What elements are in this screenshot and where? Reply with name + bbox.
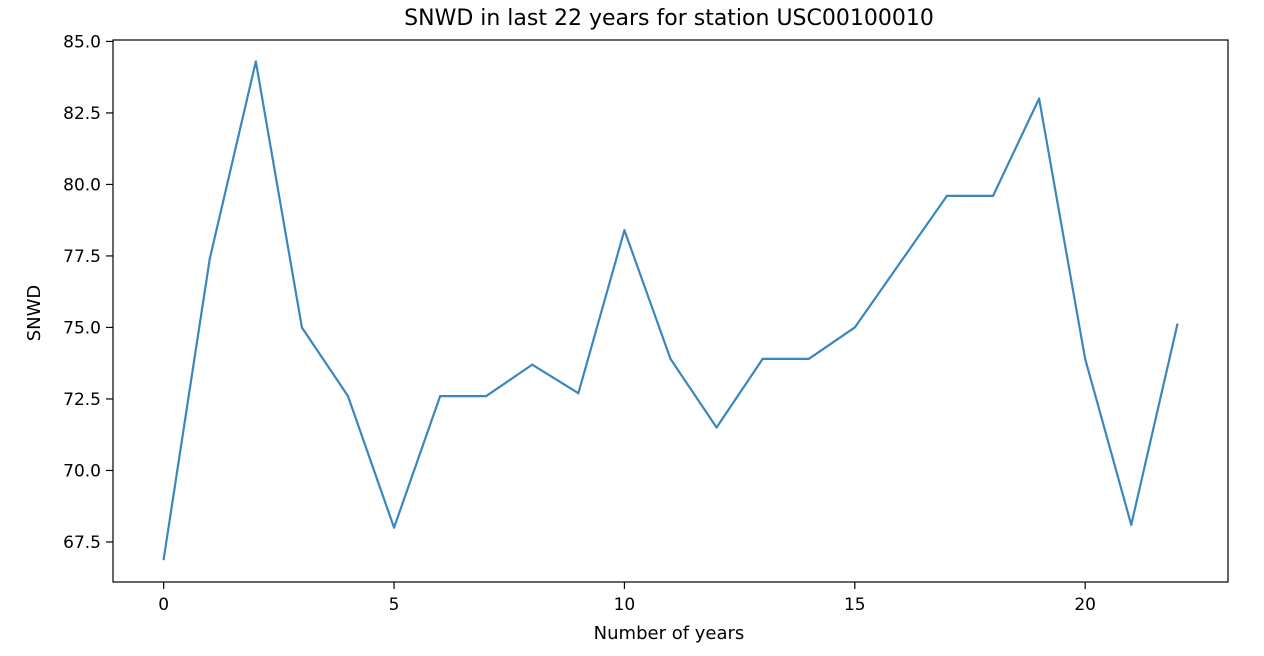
data-point — [485, 394, 488, 398]
data-point — [439, 394, 442, 398]
data-point — [300, 326, 304, 329]
x-tick-label: 15 — [844, 595, 866, 615]
data-point — [715, 426, 718, 429]
x-tick-label: 0 — [158, 595, 169, 615]
data-point — [1130, 523, 1133, 526]
data-point — [945, 194, 949, 197]
data-point — [853, 326, 856, 329]
x-axis-label: Number of years — [594, 623, 745, 644]
y-tick-label: 72.5 — [63, 390, 101, 410]
y-tick-label: 75.0 — [63, 318, 101, 338]
y-axis: 67.5 70.0 72.5 75.0 77.5 80.0 82.5 85.0 — [63, 32, 113, 553]
data-point — [1176, 323, 1179, 326]
series-points — [162, 60, 1179, 561]
y-tick-label: 80.0 — [63, 175, 101, 195]
data-point — [254, 60, 257, 63]
data-point — [346, 394, 350, 398]
data-point — [761, 357, 764, 361]
y-tick-label: 85.0 — [63, 32, 101, 52]
data-point — [208, 257, 211, 260]
data-point — [531, 363, 534, 366]
data-point — [392, 526, 396, 529]
y-tick-label: 82.5 — [63, 104, 101, 124]
data-point — [807, 357, 810, 361]
data-point — [899, 260, 902, 263]
y-axis-label: SNWD — [24, 285, 45, 342]
data-point — [669, 357, 672, 361]
plot-frame — [112, 39, 1229, 583]
y-tick-label: 70.0 — [63, 461, 101, 481]
y-tick-label: 67.5 — [63, 533, 101, 553]
x-tick-label: 5 — [389, 595, 400, 615]
data-point — [1084, 357, 1087, 361]
x-tick-label: 10 — [614, 595, 636, 615]
data-point — [162, 558, 165, 561]
data-point — [623, 229, 626, 232]
data-point — [991, 194, 995, 197]
data-point — [1037, 97, 1041, 100]
x-tick-label: 20 — [1074, 595, 1096, 615]
y-tick-label: 77.5 — [63, 247, 101, 267]
series-line — [162, 60, 1179, 561]
chart-title: SNWD in last 22 years for station USC001… — [404, 6, 934, 31]
x-axis: 0 5 10 15 20 — [158, 582, 1096, 615]
data-point — [577, 392, 580, 395]
